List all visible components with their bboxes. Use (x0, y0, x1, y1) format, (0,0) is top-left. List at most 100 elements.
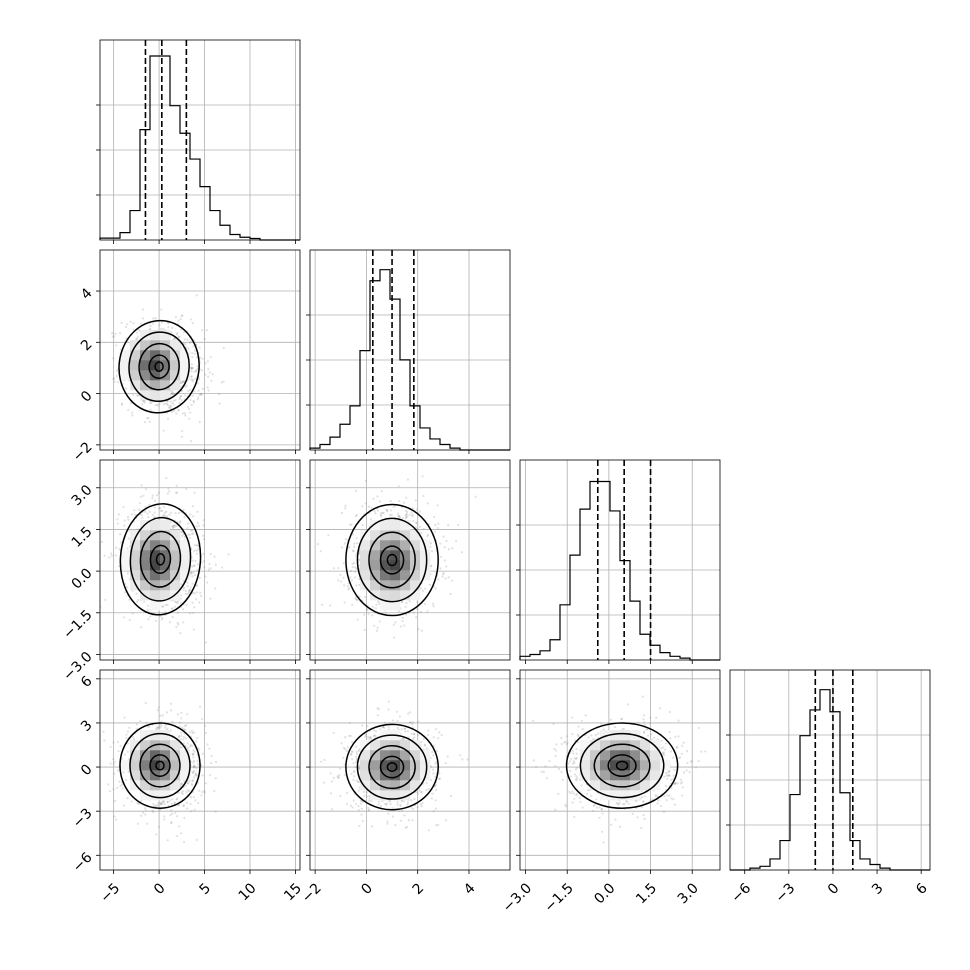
scatter-point (181, 380, 185, 383)
scatter-point (214, 777, 217, 780)
scatter-point (355, 598, 358, 601)
scatter-point (179, 632, 182, 635)
scatter-point (327, 534, 330, 537)
density-cell (150, 350, 161, 361)
scatter-point (152, 810, 155, 814)
scatter-point (406, 730, 409, 733)
scatter-point (152, 802, 155, 806)
scatter-point (375, 629, 378, 632)
density-cell (130, 530, 141, 541)
scatter-point (430, 779, 433, 782)
scatter-point (195, 591, 199, 594)
scatter-point (402, 800, 405, 803)
scatter-point (386, 510, 389, 513)
density-cell (120, 350, 131, 361)
scatter-point (188, 588, 191, 591)
density-cell (150, 340, 161, 351)
scatter-point (151, 513, 155, 516)
scatter-point (165, 515, 168, 518)
density-cell (420, 550, 431, 561)
scatter-point (180, 530, 183, 534)
density-cell (150, 540, 161, 551)
contour-3 (379, 755, 405, 779)
scatter-point (170, 809, 173, 812)
scatter-point (193, 352, 196, 355)
scatter-point (385, 803, 388, 807)
scatter-point (181, 792, 184, 796)
scatter-point (379, 727, 382, 731)
scatter-point (166, 402, 169, 405)
scatter-point (321, 603, 324, 606)
scatter-point (400, 728, 403, 731)
scatter-point (193, 370, 196, 374)
scatter-point (343, 542, 346, 545)
scatter-point (440, 733, 443, 737)
scatter-point (180, 734, 183, 737)
scatter-point (389, 500, 392, 503)
scatter-point (373, 510, 376, 513)
scatter-point (397, 610, 401, 613)
scatter-point (308, 797, 310, 799)
scatter-point (149, 408, 152, 412)
scatter-point (162, 403, 165, 406)
scatter-point (431, 792, 434, 795)
density-cell (130, 570, 141, 581)
scatter-point (185, 791, 188, 794)
scatter-point (342, 562, 345, 565)
scatter-point (367, 737, 370, 740)
scatter-point (185, 603, 188, 607)
scatter-point (438, 731, 441, 734)
density-cell (360, 750, 371, 761)
scatter-point (177, 319, 180, 322)
pair-content (308, 670, 510, 870)
density-cell (160, 760, 171, 771)
scatter-point (369, 518, 372, 521)
scatter-point (175, 798, 178, 801)
scatter-point (422, 494, 425, 498)
scatter-point (173, 409, 176, 413)
scatter-point (357, 558, 361, 561)
scatter-point (179, 394, 182, 398)
scatter-point (394, 824, 397, 827)
scatter-point (434, 728, 438, 731)
scatter-point (104, 598, 107, 602)
density-cell (140, 590, 151, 601)
scatter-point (172, 524, 176, 527)
scatter-point (382, 725, 385, 728)
scatter-point (129, 402, 133, 405)
density-cell (140, 330, 151, 341)
scatter-point (362, 790, 366, 793)
scatter-point (204, 724, 207, 728)
scatter-point (148, 420, 151, 423)
scatter-point (367, 505, 370, 508)
scatter-point (202, 559, 206, 563)
scatter-point (200, 594, 203, 598)
scatter-point (417, 628, 420, 631)
scatter-point (413, 798, 416, 801)
density-cell (160, 550, 171, 561)
scatter-point (575, 752, 578, 755)
hist-step-0 (99, 55, 300, 241)
scatter-point (355, 513, 358, 517)
scatter-point (118, 533, 122, 536)
scatter-point (408, 600, 411, 603)
scatter-point (181, 380, 184, 383)
scatter-point (172, 524, 175, 527)
scatter-point (161, 616, 164, 620)
scatter-point (149, 615, 152, 618)
scatter-point (186, 713, 189, 716)
scatter-point (136, 335, 140, 338)
scatter-point (149, 402, 152, 405)
scatter-point (170, 407, 173, 410)
density-cell (180, 770, 191, 781)
scatter-point (402, 516, 405, 520)
scatter-point (188, 780, 191, 783)
scatter-point (191, 505, 195, 508)
density-cell (160, 790, 171, 801)
density-cell (120, 560, 131, 571)
scatter-point (156, 403, 159, 406)
pair-content (100, 250, 300, 450)
scatter-point (203, 566, 206, 569)
scatter-point (181, 429, 184, 433)
scatter-point (141, 399, 145, 403)
